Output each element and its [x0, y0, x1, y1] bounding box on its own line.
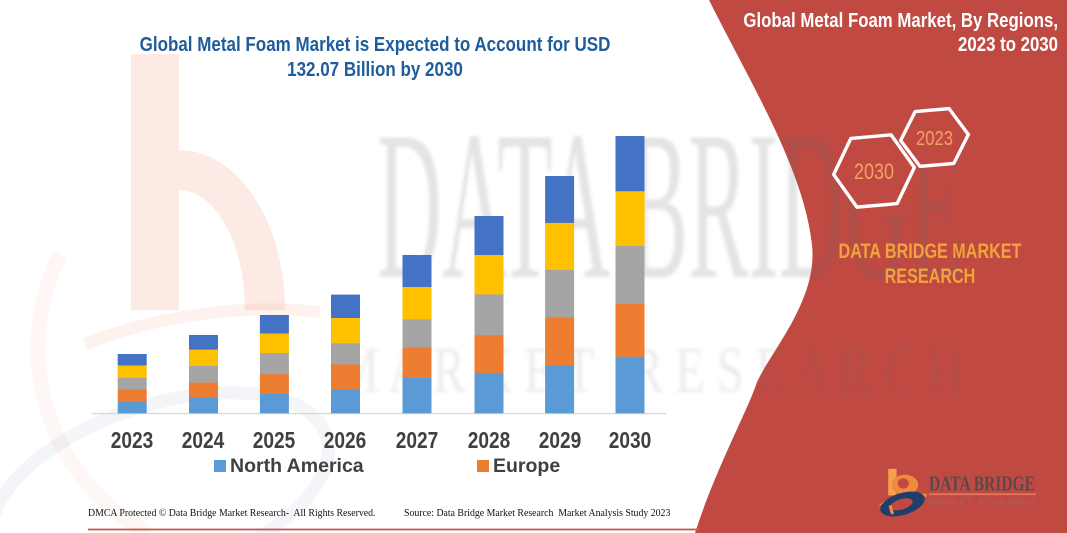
svg-text:2023: 2023 [916, 128, 953, 150]
svg-text:M A R K E T R E S E A R C H: M A R K E T R E S E A R C H [336, 334, 963, 407]
svg-text:MARKET RESEARCH: MARKET RESEARCH [929, 497, 1036, 507]
svg-text:DATA BRIDGE: DATA BRIDGE [929, 472, 1035, 496]
svg-text:2030: 2030 [854, 159, 894, 184]
